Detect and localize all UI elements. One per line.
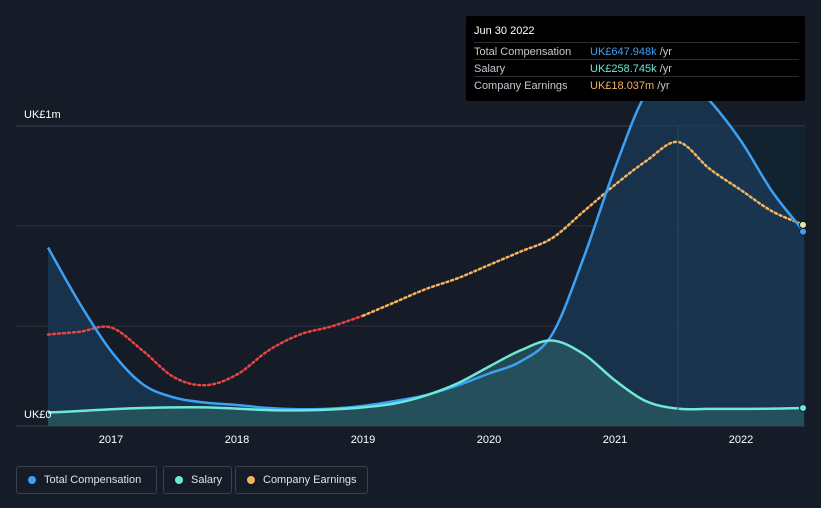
tooltip-date: Jun 30 2022: [474, 25, 535, 37]
x-tick-label: 2022: [729, 434, 753, 446]
tooltip-label: Company Earnings: [474, 80, 568, 92]
legend-label: Salary: [191, 474, 223, 486]
legend-total-compensation[interactable]: Total Compensation: [16, 466, 157, 494]
legend-salary[interactable]: Salary: [163, 466, 232, 494]
legend-dot-icon: [28, 476, 36, 484]
x-axis-ticks: 2017 2018 2019 2020 2021 2022: [99, 434, 753, 446]
company-earnings-line: [46, 140, 806, 387]
legend-label: Total Compensation: [44, 474, 142, 486]
x-tick-label: 2019: [351, 434, 375, 446]
tooltip-value: UK£258.745k: [590, 63, 657, 75]
salary-end-marker: [799, 404, 807, 412]
earnings-negative-segment: [46, 314, 365, 387]
tooltip-row-total-compensation: Total Compensation UK£647.948k /yr: [474, 42, 799, 60]
y-axis-bottom-label: UK£0: [24, 409, 52, 421]
tooltip-value: UK£18.037m: [590, 80, 655, 92]
total-compensation-end-marker: [799, 227, 807, 236]
tooltip-label: Total Compensation: [474, 46, 572, 58]
x-tick-label: 2017: [99, 434, 123, 446]
tooltip-value: UK£647.948k: [590, 46, 657, 58]
total-compensation-area: [48, 71, 804, 426]
x-tick-label: 2020: [477, 434, 501, 446]
legend-label: Company Earnings: [263, 474, 357, 486]
earnings-positive-segment: [361, 140, 806, 317]
y-axis-top-label: UK£1m: [24, 109, 61, 121]
salary-area: [48, 340, 804, 426]
tooltip-unit: /yr: [657, 80, 670, 92]
legend-company-earnings[interactable]: Company Earnings: [235, 466, 368, 494]
hover-tooltip: Jun 30 2022 Total Compensation UK£647.94…: [466, 16, 805, 101]
tooltip-unit: /yr: [659, 46, 672, 58]
x-tick-label: 2018: [225, 434, 249, 446]
company-earnings-end-marker: [799, 220, 807, 229]
x-tick-label: 2021: [603, 434, 627, 446]
tooltip-row-salary: Salary UK£258.745k /yr: [474, 59, 799, 77]
tooltip-label: Salary: [474, 63, 506, 75]
end-markers: [799, 220, 807, 412]
legend-dot-icon: [247, 476, 255, 484]
tooltip-unit: /yr: [659, 63, 672, 75]
legend-dot-icon: [175, 476, 183, 484]
tooltip-row-company-earnings: Company Earnings UK£18.037m /yr: [474, 76, 799, 94]
